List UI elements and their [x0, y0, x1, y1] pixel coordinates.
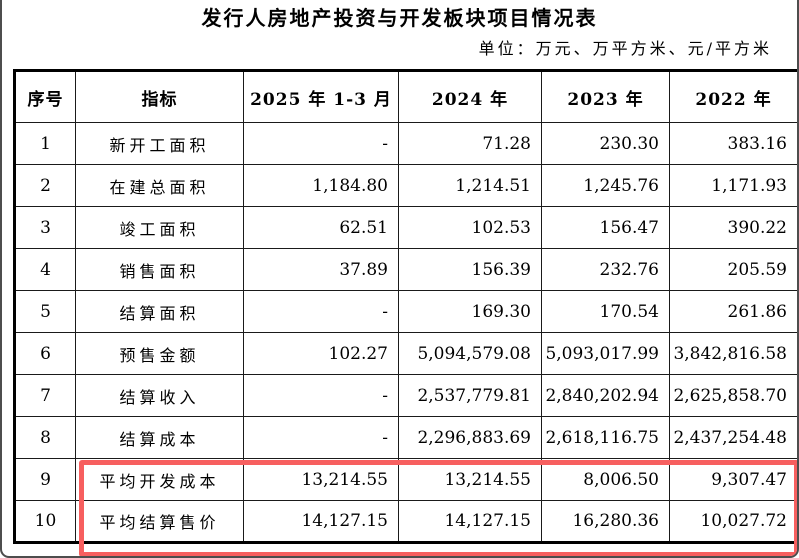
- value-cell: -: [243, 122, 399, 165]
- value-cell: 14,127.15: [398, 500, 542, 543]
- value-cell: 37.89: [243, 248, 399, 291]
- value-cell: 2,296,883.69: [398, 416, 542, 459]
- indicator-cell: 结算面积: [75, 290, 244, 333]
- header-cell-no: 序号: [14, 70, 76, 123]
- indicator-cell: 竣工面积: [75, 206, 244, 249]
- value-cell: 13,214.55: [398, 458, 542, 501]
- row-number-cell: 7: [14, 374, 76, 417]
- value-cell: 71.28: [398, 122, 542, 165]
- header-cell-indicator: 指标: [75, 70, 244, 123]
- value-cell: -: [243, 416, 399, 459]
- table-row: 2 在建总面积 1,184.80 1,214.51 1,245.76 1,171.93: [14, 164, 797, 207]
- row-number-cell: 10: [14, 500, 76, 543]
- value-cell: 102.27: [243, 332, 399, 375]
- indicator-cell: 在建总面积: [75, 164, 244, 207]
- table-row: 9 平均开发成本 13,214.55 13,214.55 8,006.50 9,307.4…: [14, 458, 797, 501]
- table-row: 7 结算收入 -2,537,779.81 2,840,202.94 2,625,858.…: [14, 374, 797, 417]
- indicator-cell: 平均结算售价: [75, 500, 244, 543]
- table-row: 3 竣工面积 62.51 102.53 156.47 390.22: [14, 206, 797, 249]
- header-cell-2025: 2025 年 1-3 月: [243, 70, 399, 123]
- value-cell: 3,842,816.58: [669, 332, 797, 375]
- row-number-cell: 4: [14, 248, 76, 291]
- indicator-cell: 结算成本: [75, 416, 244, 459]
- value-cell: 8,006.50: [541, 458, 670, 501]
- table-container: 序号 指标 2025 年 1-3 月 2024 年 2023 年 2022 年 …: [13, 69, 797, 556]
- value-cell: 383.16: [669, 122, 797, 165]
- value-cell: 16,280.36: [541, 500, 670, 543]
- header-cell-2022: 2022 年: [669, 70, 797, 123]
- indicator-cell: 结算收入: [75, 374, 244, 417]
- value-cell: 156.47: [541, 206, 670, 249]
- value-cell: 13,214.55: [243, 458, 399, 501]
- value-cell: 169.30: [398, 290, 542, 333]
- row-number-cell: 3: [14, 206, 76, 249]
- value-cell: 5,094,579.08: [398, 332, 542, 375]
- value-cell: 230.30: [541, 122, 670, 165]
- value-cell: 2,537,779.81: [398, 374, 542, 417]
- table-row: 8 结算成本 -2,296,883.69 2,618,116.75 2,437,254.…: [14, 416, 797, 459]
- table-row: 6 预售金额 102.27 5,094,579.08 5,093,017.99 3,842…: [14, 332, 797, 375]
- row-number-cell: 8: [14, 416, 76, 459]
- page-title: 发行人房地产投资与开发板块项目情况表: [201, 6, 598, 30]
- data-table: 序号 指标 2025 年 1-3 月 2024 年 2023 年 2022 年 …: [13, 69, 797, 544]
- value-cell: -: [243, 374, 399, 417]
- value-cell: 156.39: [398, 248, 542, 291]
- value-cell: 10,027.72: [669, 500, 797, 543]
- value-cell: 1,184.80: [243, 164, 399, 207]
- value-cell: -: [243, 290, 399, 333]
- value-cell: 205.59: [669, 248, 797, 291]
- table-row: 10 平均结算售价 14,127.15 14,127.15 16,280.36 10,02…: [14, 500, 797, 543]
- value-cell: 9,307.47: [669, 458, 797, 501]
- table-header-row: 序号 指标 2025 年 1-3 月 2024 年 2023 年 2022 年: [14, 70, 797, 123]
- value-cell: 232.76: [541, 248, 670, 291]
- value-cell: 261.86: [669, 290, 797, 333]
- header-cell-2024: 2024 年: [398, 70, 542, 123]
- row-number-cell: 1: [14, 122, 76, 165]
- value-cell: 390.22: [669, 206, 797, 249]
- value-cell: 1,245.76: [541, 164, 670, 207]
- row-number-cell: 5: [14, 290, 76, 333]
- row-number-cell: 9: [14, 458, 76, 501]
- value-cell: 2,840,202.94: [541, 374, 670, 417]
- value-cell: 1,171.93: [669, 164, 797, 207]
- table-row: 5 结算面积 -169.30 170.54 261.86: [14, 290, 797, 333]
- value-cell: 2,625,858.70: [669, 374, 797, 417]
- value-cell: 5,093,017.99: [541, 332, 670, 375]
- value-cell: 14,127.15: [243, 500, 399, 543]
- value-cell: 170.54: [541, 290, 670, 333]
- row-number-cell: 2: [14, 164, 76, 207]
- header-cell-2023: 2023 年: [541, 70, 670, 123]
- indicator-cell: 预售金额: [75, 332, 244, 375]
- value-cell: 2,437,254.48: [669, 416, 797, 459]
- indicator-cell: 平均开发成本: [75, 458, 244, 501]
- row-number-cell: 6: [14, 332, 76, 375]
- unit-note: 单位：万元、万平方米、元/平方米: [478, 39, 772, 58]
- value-cell: 2,618,116.75: [541, 416, 670, 459]
- indicator-cell: 销售面积: [75, 248, 244, 291]
- table-body: 1 新开工面积 -71.28 230.30 383.16 2 在建总面积 1,184.80 1,…: [14, 122, 797, 543]
- table-row: 1 新开工面积 -71.28 230.30 383.16: [14, 122, 797, 165]
- table-row: 4 销售面积 37.89 156.39 232.76 205.59: [14, 248, 797, 291]
- value-cell: 102.53: [398, 206, 542, 249]
- value-cell: 1,214.51: [398, 164, 542, 207]
- indicator-cell: 新开工面积: [75, 122, 244, 165]
- value-cell: 62.51: [243, 206, 399, 249]
